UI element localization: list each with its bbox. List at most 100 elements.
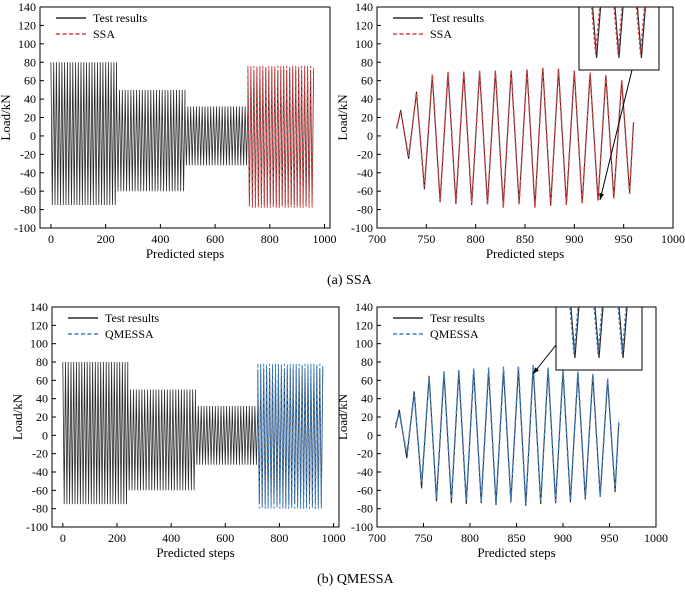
y-tick-label: 120 <box>18 18 36 32</box>
series-line-model <box>257 363 324 509</box>
legend: Test results SSA <box>56 11 147 41</box>
x-tick-label: 750 <box>417 232 435 246</box>
y-tick-label: -40 <box>32 465 48 479</box>
y-tick-label: -60 <box>357 483 373 497</box>
y-tick-label: -20 <box>20 147 36 161</box>
inset-model-line <box>569 306 579 355</box>
y-tick-label: 20 <box>361 410 373 424</box>
inset-model-line <box>593 306 603 355</box>
x-tick-label: 400 <box>162 531 180 545</box>
inset-test-line <box>570 306 580 359</box>
y-tick-label: 20 <box>24 111 36 125</box>
y-tick-label: 60 <box>361 373 373 387</box>
y-tick-label: -20 <box>357 447 373 461</box>
y-tick-label: 40 <box>361 92 373 106</box>
y-tick-label: 0 <box>367 129 373 143</box>
y-tick-label: 140 <box>355 300 373 314</box>
x-tick-label: 700 <box>368 531 386 545</box>
x-tick-label: 900 <box>554 531 572 545</box>
y-tick-label: 140 <box>18 0 36 14</box>
x-tick-label: 800 <box>261 232 279 246</box>
inset-arrowhead <box>599 193 604 200</box>
y-tick-label: -40 <box>357 166 373 180</box>
legend-label: SSA <box>430 27 452 41</box>
inset-test-line <box>594 306 604 359</box>
x-tick-label: 600 <box>216 531 234 545</box>
y-tick-label: 80 <box>361 355 373 369</box>
y-tick-label: 100 <box>18 37 36 51</box>
y-tick-label: 20 <box>361 111 373 125</box>
x-axis-label: Predicted steps <box>156 545 234 560</box>
x-tick-label: 950 <box>615 232 633 246</box>
inset-model-line <box>591 6 601 55</box>
caption-b: (b) QMESSA <box>317 572 394 587</box>
inset-model-line <box>635 6 645 55</box>
y-tick-label: 0 <box>367 428 373 442</box>
y-tick-label: -100 <box>14 221 36 235</box>
chart-a-left: -100 -80 -60 -40 -20 0 20 40 60 80 100 120 140 0 200 40… <box>0 0 337 261</box>
y-tick-label: 100 <box>30 337 48 351</box>
inset-test-line <box>592 6 602 59</box>
plot-area <box>394 364 620 506</box>
plot-area <box>396 66 635 208</box>
y-axis-label: Load/kN <box>0 94 13 141</box>
y-tick-label: 0 <box>42 428 48 442</box>
y-axis-label: Load/kN <box>335 393 350 440</box>
y-tick-label: 120 <box>30 318 48 332</box>
y-axis-label: Load/kN <box>335 94 350 141</box>
x-axis-label: Predicted steps <box>477 545 555 560</box>
series-line-test <box>50 62 314 206</box>
legend: Test results SSA <box>393 11 484 41</box>
x-tick-label: 1000 <box>644 531 668 545</box>
inset-test-line <box>614 6 624 59</box>
series-line-model <box>396 66 635 208</box>
caption-a: (a) SSA <box>327 273 372 288</box>
y-tick-label: 120 <box>355 18 373 32</box>
y-tick-label: -80 <box>357 502 373 516</box>
plot-area <box>50 62 315 208</box>
y-tick-label: 80 <box>36 355 48 369</box>
y-tick-label: 40 <box>36 392 48 406</box>
y-tick-label: 80 <box>24 55 36 69</box>
y-tick-label: -60 <box>357 184 373 198</box>
legend-label: QMESSA <box>430 327 479 341</box>
y-tick-label: 60 <box>24 74 36 88</box>
legend-label: Test results <box>93 11 147 25</box>
y-tick-label: 40 <box>361 392 373 406</box>
x-tick-label: 600 <box>206 232 224 246</box>
x-tick-label: 400 <box>151 232 169 246</box>
y-tick-label: 20 <box>36 410 48 424</box>
inset-pointer <box>599 69 633 201</box>
x-tick-label: 850 <box>516 232 534 246</box>
y-tick-label: -20 <box>357 147 373 161</box>
y-tick-label: -40 <box>20 166 36 180</box>
x-tick-label: 1000 <box>661 232 685 246</box>
y-tick-label: 140 <box>355 0 373 14</box>
x-tick-label: 800 <box>461 531 479 545</box>
x-axis-label: Predicted steps <box>486 246 564 261</box>
x-tick-label: 700 <box>368 232 386 246</box>
x-tick-label: 0 <box>60 531 66 545</box>
legend: Tesr results QMESSA <box>393 311 485 341</box>
x-tick-label: 950 <box>601 531 619 545</box>
chart-a-right: -100 -80 -60 -40 -20 0 20 40 60 80 100 120 140 700 750… <box>335 0 685 261</box>
x-tick-label: 750 <box>415 531 433 545</box>
y-tick-label: -100 <box>26 520 48 534</box>
y-tick-label: -40 <box>357 465 373 479</box>
inset-model-line <box>617 306 627 355</box>
y-tick-label: -20 <box>32 447 48 461</box>
y-tick-label: -80 <box>357 203 373 217</box>
x-tick-label: 1000 <box>313 232 337 246</box>
legend-label: Test results <box>105 311 159 325</box>
y-tick-label: 60 <box>36 373 48 387</box>
y-tick-label: 0 <box>30 129 36 143</box>
inset-zoom <box>532 306 643 375</box>
chart-b-left: -100 -80 -60 -40 -20 0 20 40 60 80 100 120 140 0 200 40… <box>10 300 346 560</box>
y-tick-label: -80 <box>32 502 48 516</box>
x-tick-label: 1000 <box>322 531 346 545</box>
y-tick-label: -100 <box>351 520 373 534</box>
legend-label: SSA <box>93 27 115 41</box>
x-tick-label: 0 <box>48 232 54 246</box>
series-line-model <box>394 364 620 505</box>
